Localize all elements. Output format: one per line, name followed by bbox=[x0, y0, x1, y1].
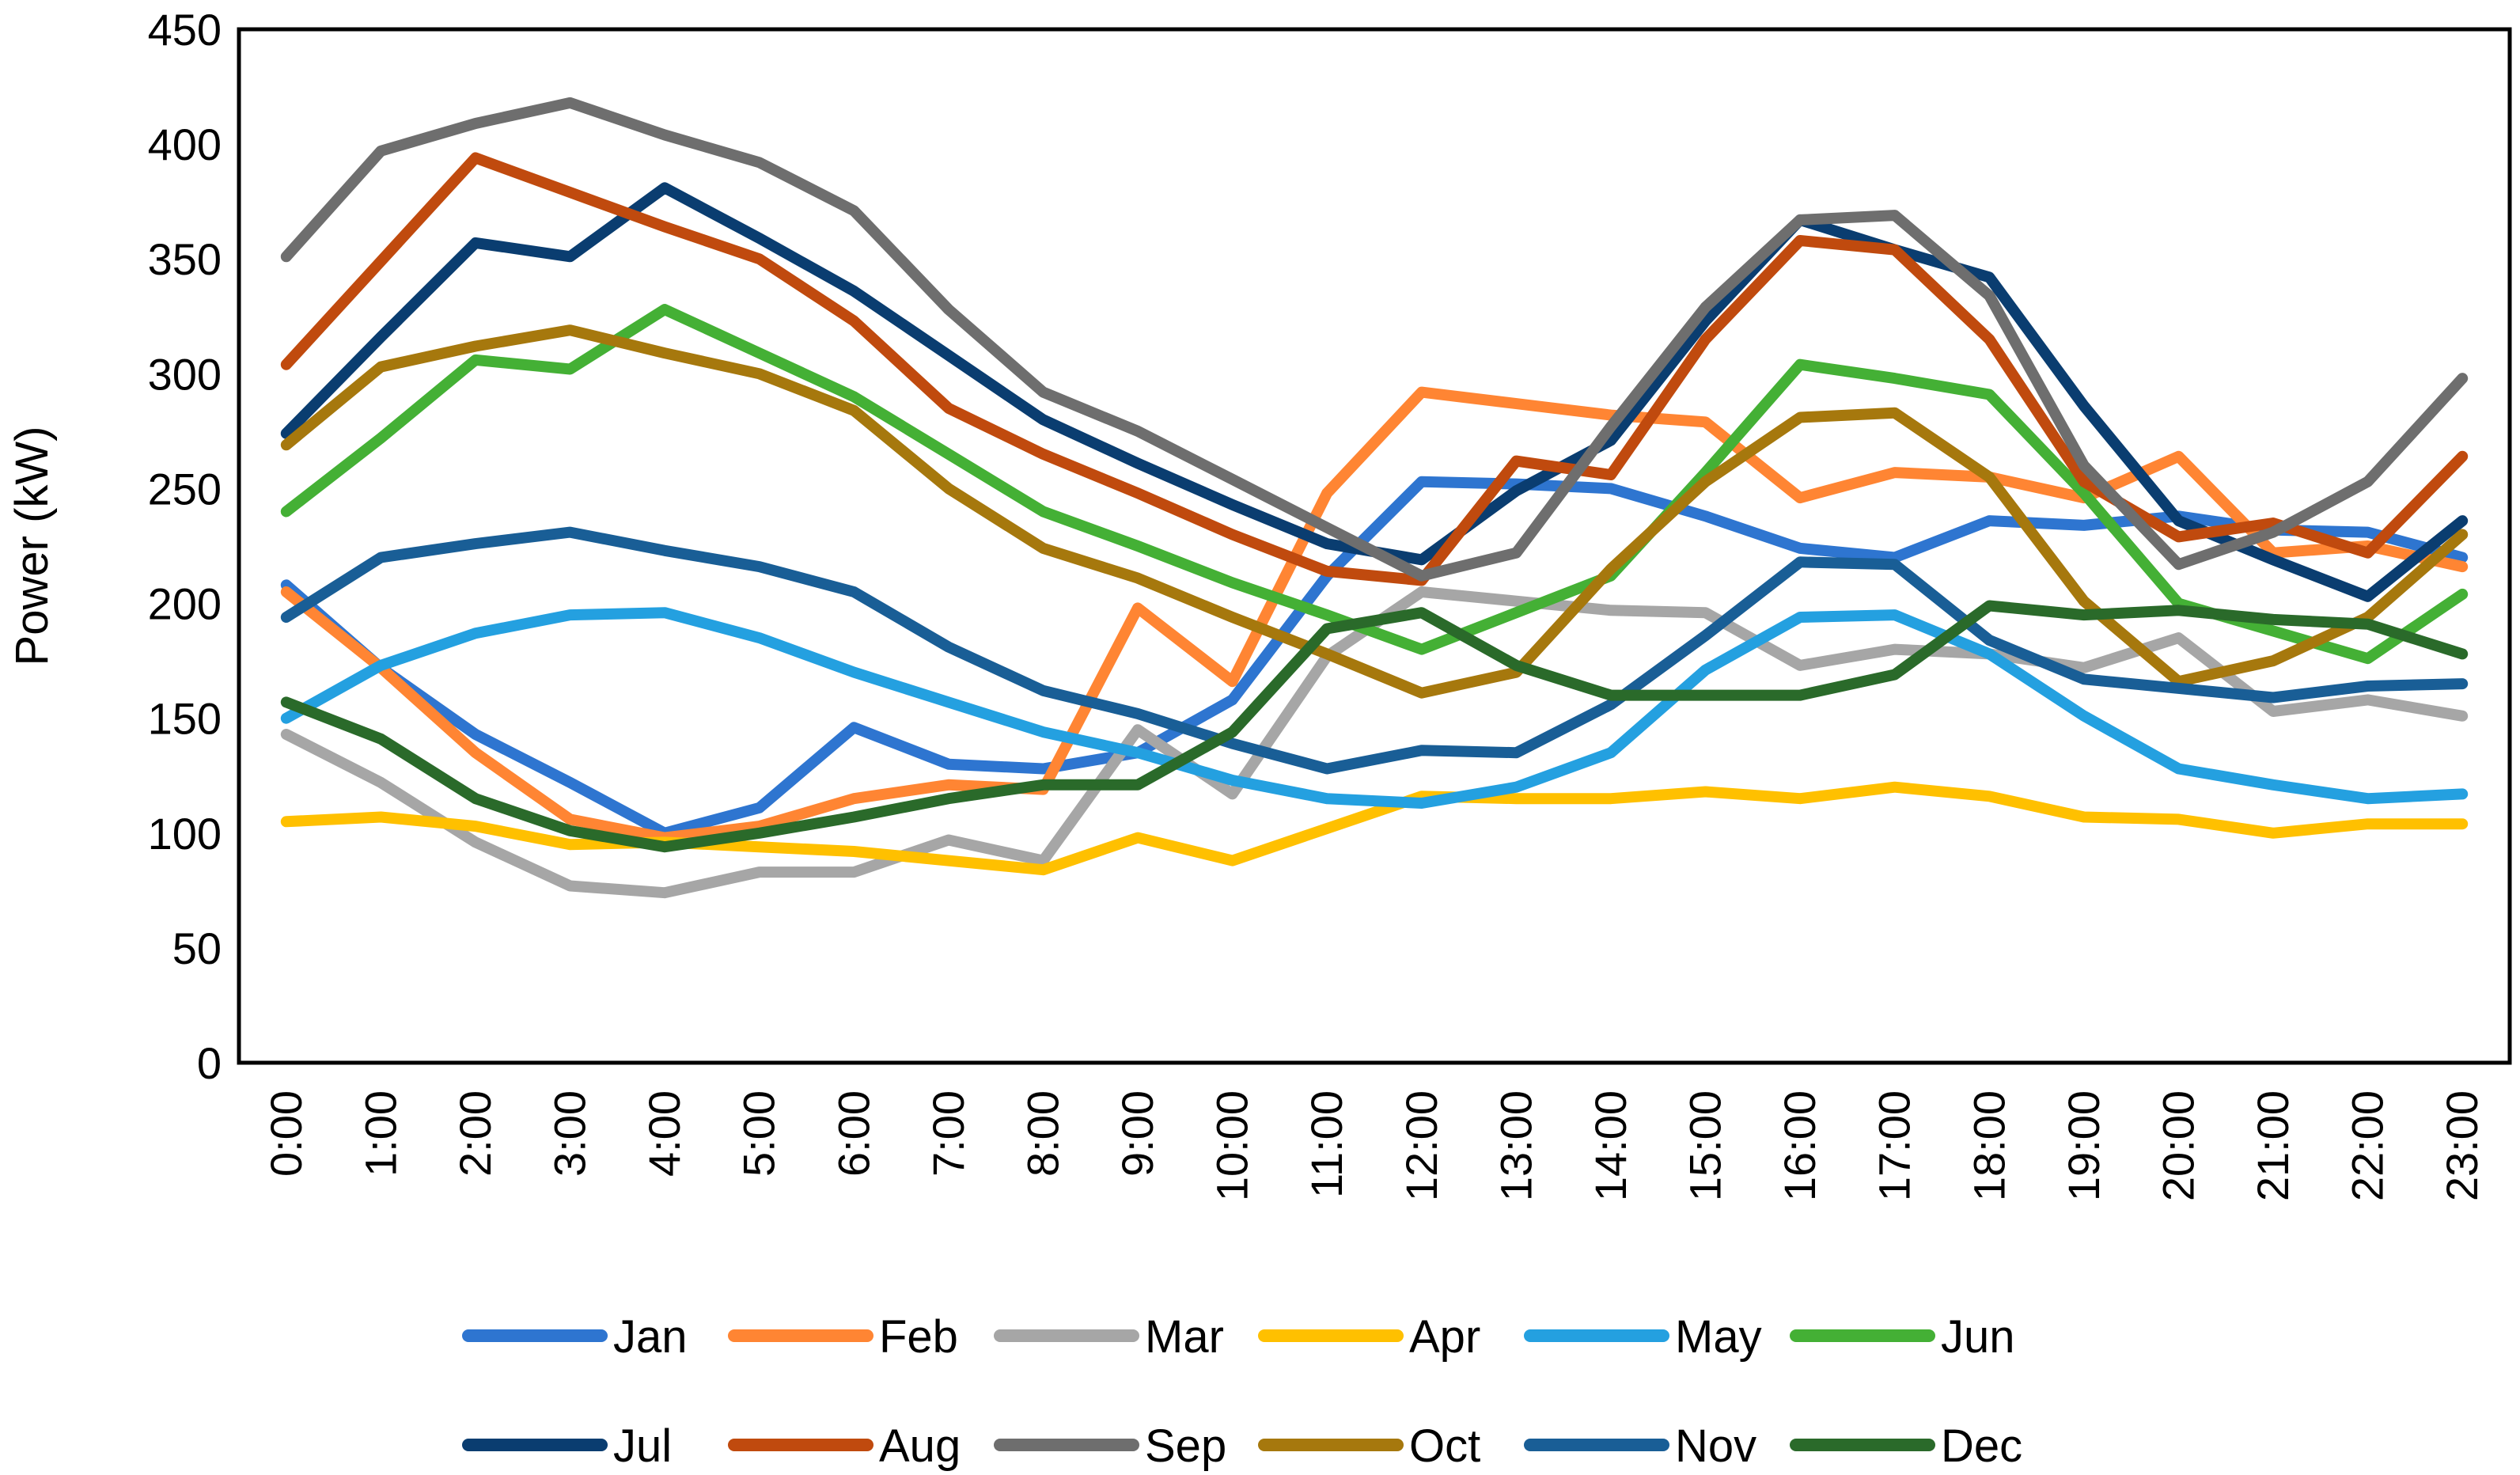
x-tick-label: 0:00 bbox=[261, 1090, 311, 1177]
legend-label: May bbox=[1675, 1311, 1762, 1363]
legend-item-dec: Dec bbox=[1790, 1420, 2022, 1472]
y-tick-label: 300 bbox=[148, 349, 222, 399]
y-tick-label: 250 bbox=[148, 464, 222, 514]
x-tick-label: 6:00 bbox=[828, 1090, 878, 1177]
x-tick-label: 10:00 bbox=[1207, 1090, 1257, 1201]
legend-item-oct: Oct bbox=[1258, 1420, 1480, 1472]
x-tick-label: 5:00 bbox=[734, 1090, 784, 1177]
legend-item-may: May bbox=[1524, 1311, 1762, 1363]
legend-item-nov: Nov bbox=[1524, 1420, 1756, 1472]
y-tick-label: 350 bbox=[148, 234, 222, 284]
x-tick-label: 4:00 bbox=[639, 1090, 689, 1177]
legend-item-feb: Feb bbox=[728, 1311, 958, 1363]
x-tick-label: 22:00 bbox=[2343, 1090, 2393, 1201]
legend-label: Jan bbox=[613, 1311, 688, 1363]
x-tick-label: 18:00 bbox=[1964, 1090, 2014, 1201]
x-tick-label: 16:00 bbox=[1775, 1090, 1825, 1201]
plot-area-border bbox=[237, 27, 2512, 1065]
y-axis-ticks: 0 50 100 150 200 250 300 350 400 450 bbox=[148, 5, 222, 1088]
x-tick-label: 3:00 bbox=[545, 1090, 595, 1177]
series-line-dec bbox=[280, 600, 2469, 853]
legend-item-mar: Mar bbox=[994, 1311, 1224, 1363]
x-tick-label: 9:00 bbox=[1112, 1090, 1162, 1177]
series-line-may bbox=[280, 607, 2469, 809]
legend-item-aug: Aug bbox=[728, 1420, 961, 1472]
series-line-jun bbox=[280, 304, 2469, 665]
legend-label: Feb bbox=[879, 1311, 958, 1363]
y-tick-label: 200 bbox=[148, 579, 222, 629]
x-tick-label: 23:00 bbox=[2437, 1090, 2487, 1201]
x-tick-label: 15:00 bbox=[1681, 1090, 1730, 1201]
legend-label: Sep bbox=[1145, 1420, 1226, 1472]
x-tick-label: 2:00 bbox=[450, 1090, 500, 1177]
x-tick-label: 1:00 bbox=[355, 1090, 405, 1177]
legend-item-apr: Apr bbox=[1258, 1311, 1480, 1363]
legend-label: Nov bbox=[1675, 1420, 1756, 1472]
y-tick-label: 400 bbox=[148, 119, 222, 169]
x-tick-label: 17:00 bbox=[1870, 1090, 1919, 1201]
series-line-aug bbox=[280, 152, 2469, 586]
x-tick-label: 11:00 bbox=[1302, 1090, 1351, 1198]
legend: Jan Feb Mar Apr May Jun Jul Aug Sep Oct Nov Dec bbox=[462, 1311, 2022, 1472]
y-tick-label: 100 bbox=[148, 809, 222, 859]
legend-item-jan: Jan bbox=[462, 1311, 688, 1363]
legend-label: Oct bbox=[1409, 1420, 1480, 1472]
x-tick-label: 13:00 bbox=[1491, 1090, 1540, 1201]
y-tick-label: 50 bbox=[172, 923, 222, 973]
y-tick-label: 150 bbox=[148, 694, 222, 744]
y-tick-label: 450 bbox=[148, 5, 222, 55]
legend-item-sep: Sep bbox=[994, 1420, 1226, 1472]
series-lines bbox=[280, 97, 2469, 899]
legend-label: Jul bbox=[613, 1420, 672, 1472]
x-tick-label: 14:00 bbox=[1586, 1090, 1635, 1201]
legend-label: Aug bbox=[879, 1420, 961, 1472]
x-axis-ticks: 0:00 1:00 2:00 3:00 4:00 5:00 6:00 7:00 8:00 9:00… bbox=[261, 1090, 2487, 1201]
series-line-sep bbox=[280, 97, 2469, 582]
legend-label: Mar bbox=[1145, 1311, 1224, 1363]
x-tick-label: 19:00 bbox=[2059, 1090, 2109, 1201]
series-line-nov bbox=[280, 526, 2469, 775]
x-tick-label: 7:00 bbox=[923, 1090, 973, 1177]
series-line-jan bbox=[280, 476, 2469, 839]
legend-item-jul: Jul bbox=[462, 1420, 672, 1472]
legend-label: Apr bbox=[1409, 1311, 1480, 1363]
y-tick-label: 0 bbox=[197, 1038, 222, 1088]
x-tick-label: 21:00 bbox=[2248, 1090, 2298, 1201]
x-tick-label: 20:00 bbox=[2153, 1090, 2203, 1201]
y-axis-label: Power (kW) bbox=[6, 427, 58, 666]
legend-label: Jun bbox=[1941, 1311, 2015, 1363]
x-tick-label: 8:00 bbox=[1017, 1090, 1067, 1177]
legend-item-jun: Jun bbox=[1790, 1311, 2015, 1363]
legend-label: Dec bbox=[1941, 1420, 2022, 1472]
x-tick-label: 12:00 bbox=[1396, 1090, 1446, 1201]
